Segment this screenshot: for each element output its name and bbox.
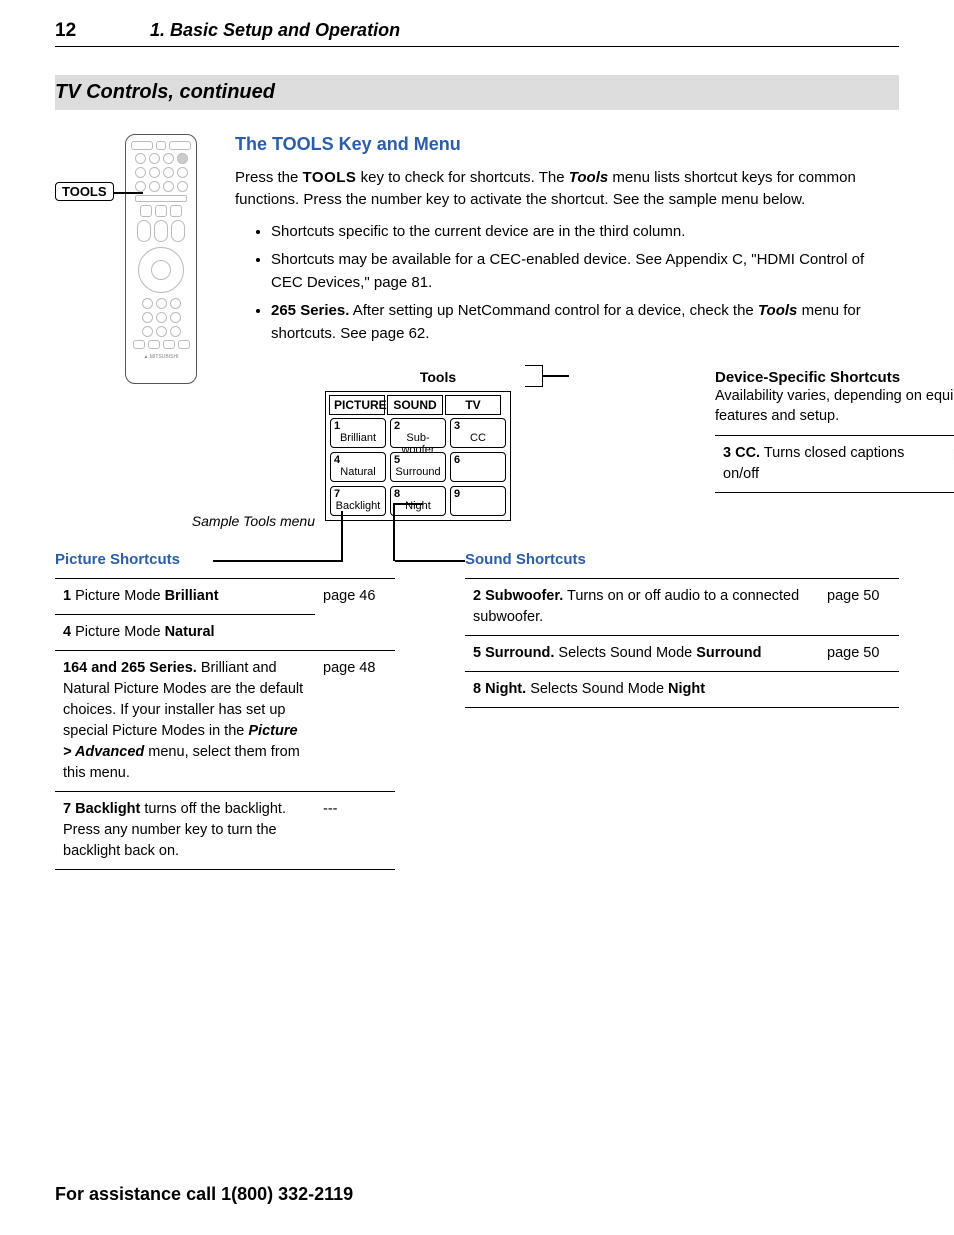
shortcut-page: page 50	[819, 579, 899, 636]
bullet-item: 265 Series. After setting up NetCommand …	[271, 300, 899, 345]
section-title: TV Controls, continued	[55, 81, 275, 103]
remote-illustration: ▲ MITSUBISHI	[125, 134, 197, 384]
picture-shortcuts-block: Picture Shortcuts 1 Picture Mode Brillia…	[55, 551, 395, 870]
tools-column-header: PICTURE	[329, 395, 385, 415]
chapter-title: 1. Basic Setup and Operation	[150, 20, 400, 41]
device-shortcuts-desc: Availability varies, depending on equipm…	[715, 386, 954, 427]
bullet-list: Shortcuts specific to the current device…	[235, 221, 899, 346]
shortcut-desc: 5 Surround. Selects Sound Mode Surround	[465, 636, 819, 672]
table-row: 3 CC. Turns closed captions on/offpage 5…	[715, 435, 954, 492]
shortcut-desc: 3 CC. Turns closed captions on/off	[715, 435, 945, 492]
connector-line	[341, 511, 343, 561]
section-title-bar: TV Controls, continued	[55, 75, 899, 110]
connector-bracket	[525, 365, 543, 387]
bullet-item: Shortcuts specific to the current device…	[271, 221, 899, 244]
tools-menu-cell: 6	[450, 452, 506, 482]
shortcut-page: page 48	[315, 651, 395, 792]
sound-shortcuts-table: 2 Subwoofer. Turns on or off audio to a …	[465, 578, 899, 708]
tools-menu-diagram: Tools PICTURESOUNDTV 1Brilliant2Sub-woofe…	[325, 369, 511, 521]
connector-line	[393, 503, 423, 505]
subsection-title: The TOOLS Key and Menu	[235, 134, 899, 155]
shortcut-desc: 1 Picture Mode Brilliant	[55, 579, 315, 615]
shortcut-desc: 2 Subwoofer. Turns on or off audio to a …	[465, 579, 819, 636]
table-row: 8 Night. Selects Sound Mode Night	[465, 672, 899, 708]
connector-line	[543, 375, 569, 377]
shortcut-desc: 8 Night. Selects Sound Mode Night	[465, 672, 819, 708]
sound-shortcuts-title: Sound Shortcuts	[465, 551, 899, 568]
bullet-item: Shortcuts may be available for a CEC-ena…	[271, 249, 899, 294]
table-row: 5 Surround. Selects Sound Mode Surroundp…	[465, 636, 899, 672]
intro-paragraph: Press the TOOLS key to check for shortcu…	[235, 167, 899, 211]
connector-line	[213, 560, 343, 562]
tools-menu-title: Tools	[365, 369, 511, 385]
shortcut-page	[819, 672, 899, 708]
remote-illustration-column: TOOLS ▲ MITSUBISHI	[55, 134, 215, 521]
tools-menu-cell: 8Night	[390, 486, 446, 516]
sample-menu-caption: Sample Tools menu	[155, 513, 315, 529]
sound-shortcuts-block: Sound Shortcuts 2 Subwoofer. Turns on or…	[465, 551, 899, 870]
tools-menu-cell: 1Brilliant	[330, 418, 386, 448]
tools-key-callout: TOOLS	[55, 182, 114, 201]
picture-shortcuts-title-text: Picture Shortcuts	[55, 551, 180, 568]
device-shortcuts-block: Device-Specific Shortcuts Availability v…	[715, 369, 954, 493]
tools-menu-cell: 3CC	[450, 418, 506, 448]
tools-column-header: TV	[445, 395, 501, 415]
page-header: 12 1. Basic Setup and Operation	[55, 20, 899, 47]
tools-menu-cell: 9	[450, 486, 506, 516]
shortcut-desc: 7 Backlight turns off the backlight. Pre…	[55, 792, 315, 870]
sound-shortcuts-title-text: Sound Shortcuts	[465, 551, 586, 568]
connector-line	[395, 560, 465, 562]
tools-menu-cell: 5Surround	[390, 452, 446, 482]
shortcut-page: page 46	[315, 579, 395, 651]
picture-shortcuts-table: 1 Picture Mode Brilliantpage 464 Picture…	[55, 578, 395, 870]
shortcut-page: page 51	[945, 435, 954, 492]
table-row: 2 Subwoofer. Turns on or off audio to a …	[465, 579, 899, 636]
shortcut-desc: 4 Picture Mode Natural	[55, 615, 315, 651]
tools-menu-area: Sample Tools menu Tools PICTURESOUNDTV1B…	[235, 369, 899, 521]
tools-menu-cell: 2Sub-woofer	[390, 418, 446, 448]
device-shortcuts-title: Device-Specific Shortcuts	[715, 369, 954, 386]
footer-assistance: For assistance call 1(800) 332-2119	[55, 1184, 353, 1205]
shortcut-desc: 164 and 265 Series. Brilliant and Natura…	[55, 651, 315, 792]
shortcut-page: page 50	[819, 636, 899, 672]
connector-line	[393, 503, 395, 561]
page-number: 12	[55, 20, 150, 42]
device-shortcuts-table: 3 CC. Turns closed captions on/offpage 5…	[715, 435, 954, 493]
tools-column-header: SOUND	[387, 395, 443, 415]
tools-menu-cell: 4Natural	[330, 452, 386, 482]
picture-shortcuts-title: Picture Shortcuts	[55, 551, 395, 568]
tools-menu-cell: 7Backlight	[330, 486, 386, 516]
shortcut-page: ---	[315, 792, 395, 870]
callout-line	[113, 192, 143, 194]
